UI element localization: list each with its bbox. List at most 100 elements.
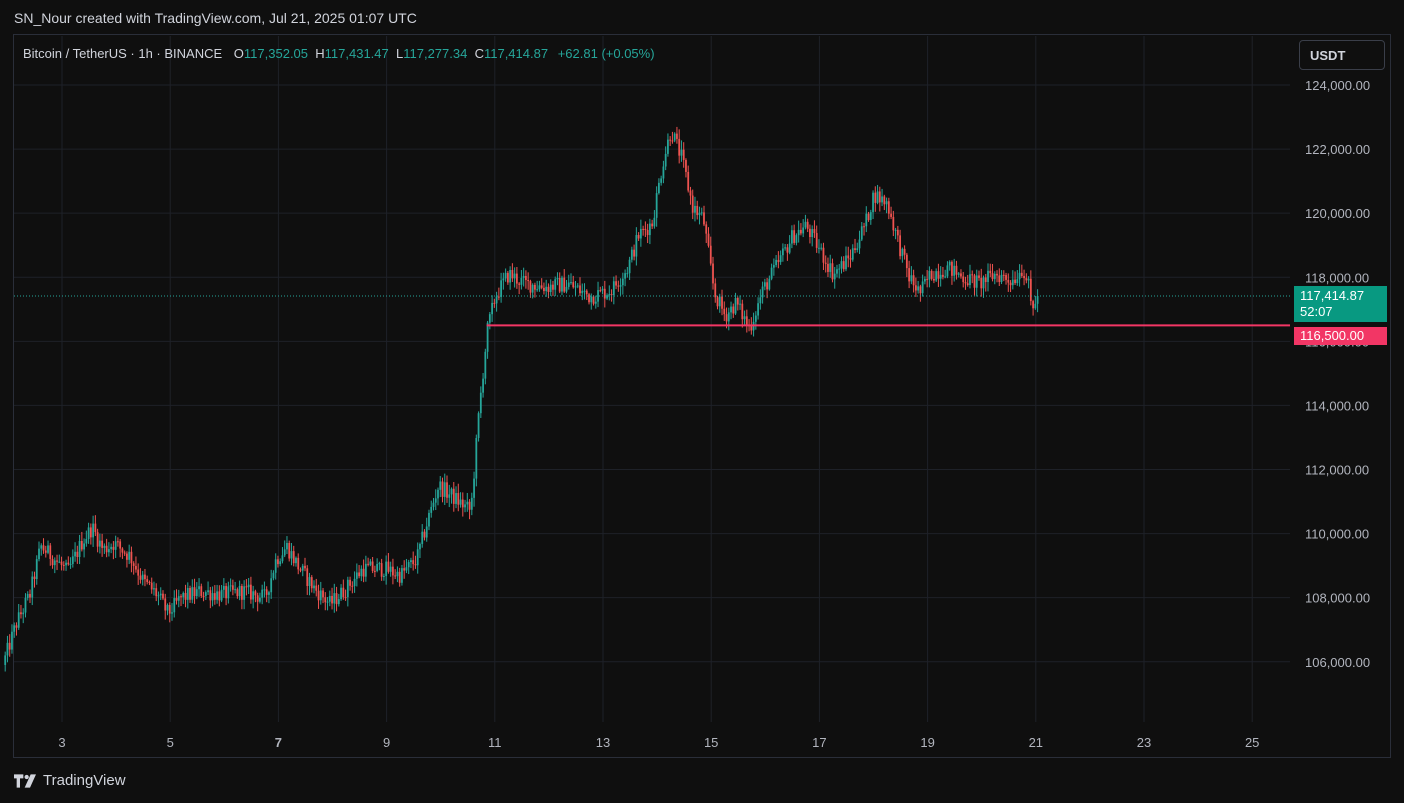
candle-body [667, 139, 669, 154]
candle-body [923, 278, 926, 282]
candle-body [434, 498, 437, 503]
candle-body [231, 585, 234, 590]
candle-body [67, 562, 70, 565]
brand-footer[interactable]: TradingView [14, 772, 126, 789]
candle-body [168, 604, 171, 614]
candle-body [392, 566, 394, 576]
candle-body [349, 579, 351, 586]
candle-body [912, 275, 915, 286]
candle-body [1027, 278, 1030, 281]
candle-body [772, 265, 775, 268]
candle-body [87, 527, 90, 540]
candle-body [545, 286, 548, 292]
candle-body [119, 541, 122, 549]
candle-body [403, 568, 406, 571]
candle-body [872, 192, 874, 213]
candle-body [980, 277, 983, 289]
candle-body [610, 294, 613, 296]
candle-body [709, 245, 712, 264]
candle-body [527, 279, 530, 282]
candle-body [58, 561, 61, 563]
candle-body [425, 526, 428, 538]
candle-body [788, 243, 791, 253]
candle-body [295, 557, 297, 564]
candle-body [191, 587, 194, 600]
candle-body [240, 585, 243, 600]
candle-body [85, 539, 88, 544]
candle-body [218, 591, 221, 601]
candle-body [286, 542, 288, 550]
candle-body [419, 543, 421, 550]
candle-body [874, 192, 877, 203]
candle-body [441, 481, 444, 497]
candle-body [818, 247, 820, 249]
candle-body [723, 308, 726, 315]
candle-body [495, 296, 498, 304]
candle-body [944, 276, 947, 278]
candle-body [811, 229, 814, 238]
candle-body [243, 586, 246, 600]
candle-body [189, 588, 191, 600]
candle-body [173, 598, 176, 613]
candle-body [513, 273, 516, 279]
candle-body [554, 279, 557, 290]
candle-body [497, 296, 500, 298]
candle-body [1020, 272, 1023, 277]
candle-body [689, 190, 692, 196]
candle-body [184, 592, 187, 600]
candle-body [150, 582, 153, 590]
candle-body [781, 248, 784, 256]
candle-body [4, 655, 7, 665]
candle-body [304, 565, 306, 569]
candle-body [1036, 296, 1039, 304]
candle-body [371, 561, 374, 571]
x-tick-label: 25 [1245, 735, 1259, 750]
candle-body [49, 545, 52, 559]
x-tick-label: 11 [488, 735, 502, 750]
candle-body [908, 268, 911, 282]
candle-body [139, 575, 142, 580]
currency-button[interactable]: USDT [1299, 40, 1385, 70]
candle-body [802, 227, 805, 234]
candle-body [38, 548, 40, 560]
candle-body [310, 577, 313, 589]
candle-body [227, 586, 230, 599]
candle-body [881, 196, 883, 203]
candle-body [534, 284, 536, 290]
candle-body [443, 482, 446, 497]
candle-body [890, 213, 892, 217]
candle-body [694, 205, 696, 213]
symbol-label[interactable]: Bitcoin / TetherUS · 1h · BINANCE [23, 46, 223, 61]
candle-body [17, 612, 20, 628]
candle-body [358, 572, 360, 577]
candle-body [486, 322, 489, 352]
low-value: 117,277.34 [403, 46, 468, 61]
candle-body [477, 413, 480, 438]
candle-body [570, 282, 572, 284]
candle-body [905, 254, 908, 269]
candle-body [315, 585, 318, 591]
candle-body [421, 531, 424, 544]
high-label: H [315, 46, 325, 61]
candle-body [355, 572, 358, 579]
candle-body [996, 273, 998, 276]
candle-body [473, 478, 475, 498]
candle-body [274, 559, 277, 573]
candle-body [326, 601, 329, 603]
candle-body [360, 568, 363, 577]
candle-body [621, 278, 624, 286]
candle-body [851, 248, 854, 260]
candle-body [809, 228, 811, 238]
candle-body [468, 501, 471, 510]
close-value: 117,414.87 [483, 46, 549, 61]
candle-body [279, 561, 282, 565]
candle-body [353, 578, 356, 587]
candle-body [234, 589, 237, 591]
candle-body [33, 576, 36, 580]
candle-body [588, 294, 590, 303]
candle-body [615, 281, 617, 286]
candle-body [682, 149, 685, 160]
candle-body [146, 579, 149, 583]
candle-body [482, 378, 484, 393]
